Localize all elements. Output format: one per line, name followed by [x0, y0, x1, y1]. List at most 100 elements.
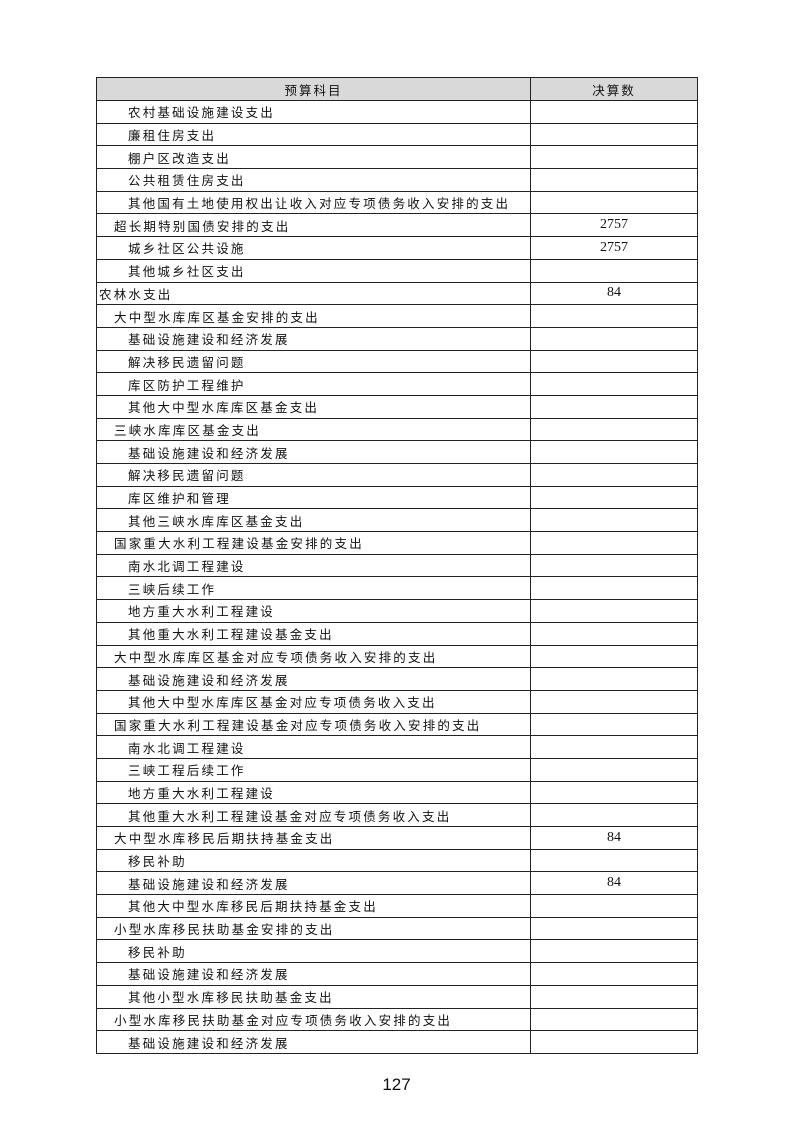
- budget-item-name: 大中型水库库区基金对应专项债务收入安排的支出: [96, 644, 531, 669]
- final-amount: [530, 258, 698, 283]
- final-amount: 84: [530, 871, 698, 896]
- budget-item-name: 基础设施建设和经济发展: [96, 667, 531, 691]
- budget-item-name: 廉租住房支出: [96, 122, 531, 147]
- budget-item-name: 公共租赁住房支出: [96, 168, 531, 192]
- table-row: 超长期特别国债安排的支出 2757: [96, 213, 698, 238]
- table-row: 库区防护工程维护: [96, 372, 698, 396]
- budget-item-name: 三峡后续工作: [96, 576, 531, 601]
- table-row: 基础设施建设和经济发展: [96, 326, 698, 351]
- table-row: 国家重大水利工程建设基金安排的支出: [96, 531, 698, 555]
- table-row: 廉租住房支出: [96, 122, 698, 147]
- table-body: 农村基础设施建设支出 廉租住房支出 棚户区改造支出 公共租赁住房支出 其他国有土地使用权…: [96, 100, 698, 1054]
- final-amount: [530, 394, 698, 419]
- table-row: 其他城乡社区支出: [96, 258, 698, 283]
- final-amount: [530, 372, 698, 396]
- final-amount: [530, 757, 698, 782]
- table-row: 大中型水库移民后期扶持基金支出 84: [96, 826, 698, 850]
- table-row: 三峡水库库区基金支出: [96, 417, 698, 442]
- table-row: 移民补助: [96, 939, 698, 964]
- budget-item-name: 其他大中型水库移民后期扶持基金支出: [96, 894, 531, 918]
- table-row: 地方重大水利工程建设: [96, 780, 698, 805]
- final-amount: [530, 417, 698, 442]
- budget-item-name: 基础设施建设和经济发展: [96, 440, 531, 464]
- table-row: 其他三峡水库库区基金支出: [96, 508, 698, 533]
- budget-item-name: 三峡工程后续工作: [96, 757, 531, 782]
- table-row: 库区维护和管理: [96, 485, 698, 510]
- table-row: 基础设施建设和经济发展: [96, 440, 698, 464]
- final-amount: [530, 100, 698, 124]
- table-header-row: 预算科目 决算数: [96, 77, 698, 101]
- final-amount: [530, 916, 698, 941]
- budget-item-name: 其他国有土地使用权出让收入对应专项债务收入安排的支出: [96, 190, 531, 215]
- table-row: 基础设施建设和经济发展 84: [96, 871, 698, 896]
- final-amount: [530, 939, 698, 964]
- table-row: 国家重大水利工程建设基金对应专项债务收入安排的支出: [96, 712, 698, 737]
- budget-item-name: 其他城乡社区支出: [96, 258, 531, 283]
- final-amount: [530, 485, 698, 510]
- final-amount: [530, 621, 698, 646]
- final-amount: [530, 463, 698, 487]
- budget-item-name: 棚户区改造支出: [96, 145, 531, 170]
- table-row: 三峡后续工作: [96, 576, 698, 601]
- header-budget-item: 预算科目: [96, 77, 531, 101]
- final-amount: [530, 304, 698, 328]
- final-amount: [530, 508, 698, 533]
- final-amount: [530, 145, 698, 170]
- budget-item-name: 其他重大水利工程建设基金对应专项债务收入支出: [96, 803, 531, 827]
- table-row: 其他大中型水库库区基金支出: [96, 394, 698, 419]
- final-amount: 84: [530, 826, 698, 850]
- table-row: 大中型水库库区基金安排的支出: [96, 304, 698, 328]
- table-row: 基础设施建设和经济发展: [96, 962, 698, 986]
- table-row: 小型水库移民扶助基金对应专项债务收入安排的支出: [96, 1007, 698, 1032]
- table-row: 其他大中型水库移民后期扶持基金支出: [96, 894, 698, 918]
- table-row: 其他大中型水库库区基金对应专项债务收入支出: [96, 689, 698, 714]
- table-row: 农林水支出 84: [96, 281, 698, 306]
- final-amount: [530, 599, 698, 623]
- table-row: 地方重大水利工程建设: [96, 599, 698, 623]
- final-amount: [530, 667, 698, 691]
- table-row: 其他国有土地使用权出让收入对应专项债务收入安排的支出: [96, 190, 698, 215]
- table-row: 城乡社区公共设施 2757: [96, 236, 698, 260]
- final-amount: [530, 553, 698, 578]
- budget-item-name: 其他大中型水库库区基金对应专项债务收入支出: [96, 689, 531, 714]
- final-amount: [530, 894, 698, 918]
- budget-item-name: 基础设施建设和经济发展: [96, 962, 531, 986]
- final-amount: [530, 168, 698, 192]
- budget-item-name: 移民补助: [96, 848, 531, 873]
- final-amount: [530, 122, 698, 147]
- table-row: 小型水库移民扶助基金安排的支出: [96, 916, 698, 941]
- final-amount: [530, 984, 698, 1009]
- table-row: 其他重大水利工程建设基金对应专项债务收入支出: [96, 803, 698, 827]
- table-row: 南水北调工程建设: [96, 553, 698, 578]
- budget-item-name: 库区防护工程维护: [96, 372, 531, 396]
- final-amount: [530, 1030, 698, 1054]
- budget-item-name: 其他小型水库移民扶助基金支出: [96, 984, 531, 1009]
- budget-item-name: 库区维护和管理: [96, 485, 531, 510]
- table-row: 解决移民遗留问题: [96, 463, 698, 487]
- table-row: 三峡工程后续工作: [96, 757, 698, 782]
- final-amount: [530, 326, 698, 351]
- budget-item-name: 南水北调工程建设: [96, 553, 531, 578]
- final-amount: 2757: [530, 236, 698, 260]
- budget-item-name: 超长期特别国债安排的支出: [96, 213, 531, 238]
- table-row: 基础设施建设和经济发展: [96, 1030, 698, 1054]
- budget-item-name: 农林水支出: [96, 281, 531, 306]
- table-row: 其他小型水库移民扶助基金支出: [96, 984, 698, 1009]
- budget-item-name: 地方重大水利工程建设: [96, 599, 531, 623]
- page-number: 127: [382, 1075, 411, 1094]
- budget-item-name: 解决移民遗留问题: [96, 349, 531, 374]
- final-amount: [530, 576, 698, 601]
- final-amount: [530, 689, 698, 714]
- budget-item-name: 小型水库移民扶助基金对应专项债务收入安排的支出: [96, 1007, 531, 1032]
- final-amount: [530, 644, 698, 669]
- final-amount: 2757: [530, 213, 698, 238]
- budget-item-name: 城乡社区公共设施: [96, 236, 531, 260]
- budget-item-name: 移民补助: [96, 939, 531, 964]
- budget-item-name: 大中型水库库区基金安排的支出: [96, 304, 531, 328]
- budget-item-name: 基础设施建设和经济发展: [96, 326, 531, 351]
- budget-item-name: 国家重大水利工程建设基金安排的支出: [96, 531, 531, 555]
- final-amount: [530, 803, 698, 827]
- final-amount: [530, 962, 698, 986]
- final-amount: [530, 1007, 698, 1032]
- table-row: 南水北调工程建设: [96, 735, 698, 759]
